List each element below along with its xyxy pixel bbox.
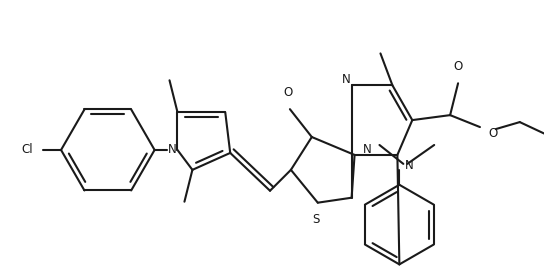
Text: O: O bbox=[488, 127, 497, 139]
Text: Cl: Cl bbox=[22, 143, 33, 157]
Text: O: O bbox=[453, 60, 463, 73]
Text: S: S bbox=[312, 213, 319, 226]
Text: N: N bbox=[405, 159, 414, 172]
Text: N: N bbox=[168, 143, 177, 157]
Text: N: N bbox=[342, 73, 351, 86]
Text: O: O bbox=[283, 86, 293, 99]
Text: N: N bbox=[362, 143, 371, 157]
